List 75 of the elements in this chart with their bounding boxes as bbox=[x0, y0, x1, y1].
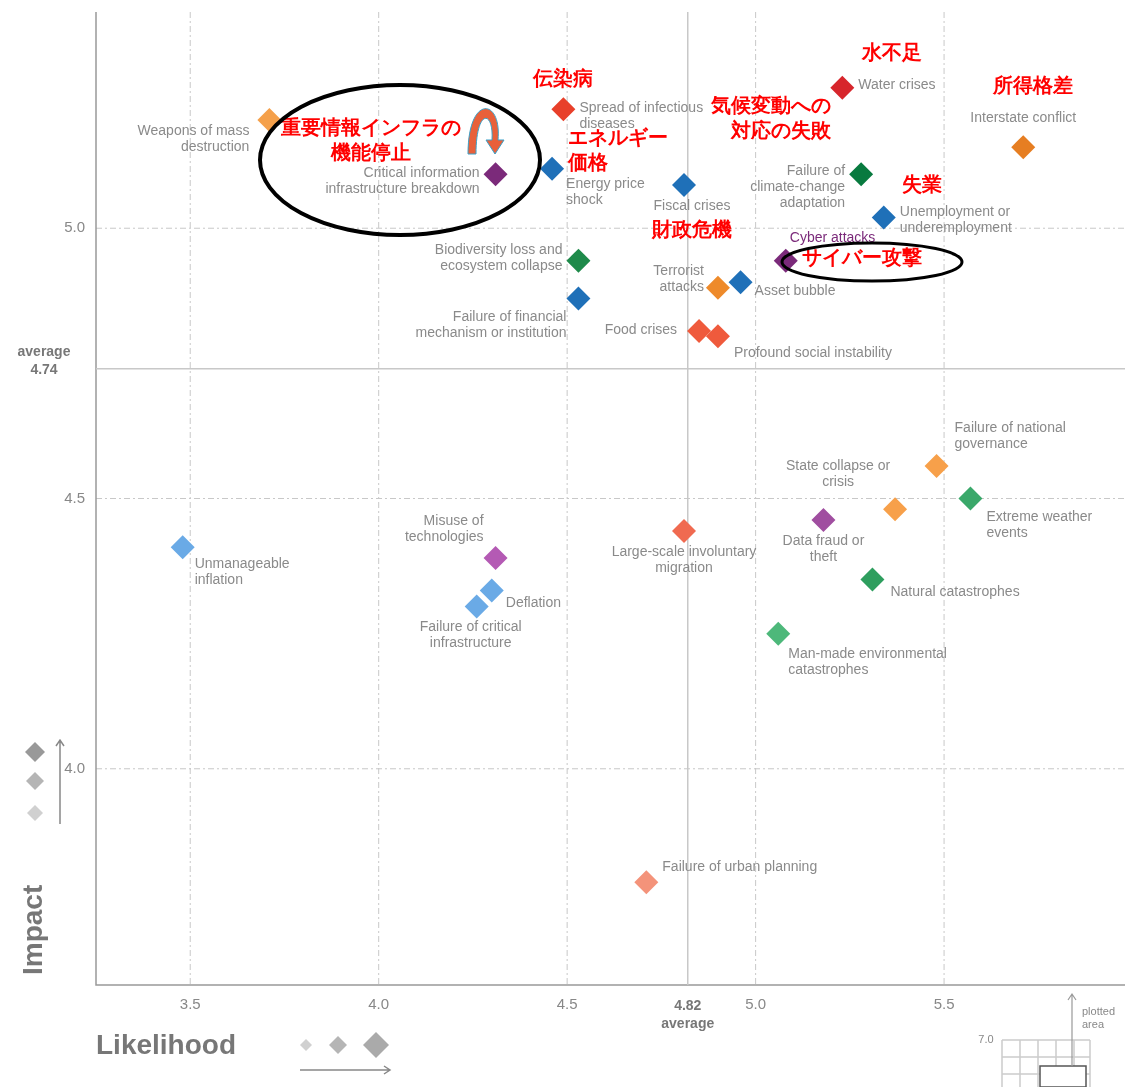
point bbox=[924, 454, 949, 479]
series-label: Man-made environmental catastrophes bbox=[788, 645, 947, 678]
series-label: Failure of climate-change adaptation bbox=[750, 162, 846, 211]
series-label: Asset bubble bbox=[754, 282, 836, 299]
point bbox=[860, 567, 885, 592]
series-label: Failure of urban planning bbox=[662, 858, 818, 875]
series-label: Fiscal crises bbox=[653, 196, 731, 213]
annotation: 水不足 bbox=[861, 39, 923, 64]
annotation: 伝染病 bbox=[532, 65, 594, 90]
y-tick-label: 5.0 bbox=[64, 218, 85, 236]
point bbox=[464, 594, 489, 619]
point bbox=[883, 497, 908, 522]
point bbox=[551, 97, 576, 122]
series-label: Failure of national governance bbox=[954, 418, 1066, 451]
annotation: 財政危機 bbox=[651, 217, 732, 242]
series-label: Failure of financial mechanism or institution bbox=[415, 308, 567, 341]
x-tick-label: 4.0 bbox=[368, 995, 390, 1013]
x-tick-label: 5.0 bbox=[745, 995, 767, 1013]
y-tick-label: 4.0 bbox=[64, 758, 85, 776]
series-label: Deflation bbox=[505, 594, 562, 611]
text: 7.0 bbox=[978, 1032, 994, 1045]
point bbox=[728, 270, 753, 295]
ref-line-label: 4.82 average bbox=[661, 996, 715, 1031]
x-tick-label: 3.5 bbox=[179, 995, 201, 1013]
series-label: Unmanageable inflation bbox=[194, 555, 290, 588]
point bbox=[566, 286, 591, 311]
point bbox=[849, 162, 874, 187]
annotation: 所得格差 bbox=[992, 73, 1074, 98]
series-label: Large-scale involuntary migration bbox=[611, 542, 757, 575]
series-label: Extreme weather events bbox=[986, 508, 1093, 541]
point bbox=[871, 205, 896, 230]
series-label: Natural catastrophes bbox=[890, 583, 1020, 600]
x-tick-label: 5.5 bbox=[933, 995, 955, 1013]
point bbox=[672, 172, 696, 197]
point bbox=[958, 486, 983, 511]
point bbox=[170, 535, 195, 560]
annotation: 重要情報インフラの機能停止 bbox=[279, 115, 461, 165]
series-label: Weapons of mass destruction bbox=[137, 121, 250, 154]
y-axis-title: Impact bbox=[16, 884, 48, 975]
point bbox=[566, 248, 591, 273]
x-axis-title: Likelihood bbox=[96, 1028, 236, 1060]
annotation: サイバー攻撃 bbox=[801, 244, 922, 269]
point bbox=[1011, 135, 1036, 160]
point bbox=[540, 156, 565, 181]
x-tick-label: 4.5 bbox=[556, 995, 578, 1013]
point bbox=[672, 518, 696, 543]
series-label: Terrorist attacks bbox=[653, 261, 705, 294]
point bbox=[483, 545, 508, 570]
ref-line-label: average 4.74 bbox=[17, 342, 71, 377]
series-label: Cyber attacks bbox=[789, 228, 876, 245]
series-label: Water crises bbox=[858, 75, 936, 92]
series-label: Interstate conflict bbox=[970, 109, 1077, 125]
point bbox=[705, 324, 730, 349]
point bbox=[483, 162, 508, 187]
series-label: Failure of critical infrastructure bbox=[419, 618, 522, 651]
series-label: Critical information infrastructure breakdown bbox=[325, 164, 480, 197]
series-label: Misuse of technologies bbox=[404, 511, 484, 544]
series-label: Biodiversity loss and ecosystem collapse bbox=[434, 240, 563, 273]
point bbox=[705, 275, 730, 300]
point bbox=[766, 621, 791, 646]
text: plotted area bbox=[1082, 1004, 1116, 1030]
y-tick-label: 4.5 bbox=[64, 488, 85, 506]
series-label: Data fraud or theft bbox=[782, 531, 865, 564]
point bbox=[687, 318, 712, 343]
point bbox=[479, 578, 504, 603]
point bbox=[811, 508, 836, 533]
annotation: 失業 bbox=[901, 171, 942, 196]
annotation: 気候変動への対応の失敗 bbox=[710, 93, 833, 143]
series-label: Profound social instability bbox=[733, 344, 892, 361]
series-label: Unemployment or underemployment bbox=[899, 203, 1012, 236]
series-label: Food crises bbox=[604, 320, 678, 337]
series-label: State collapse or crisis bbox=[785, 457, 891, 490]
point bbox=[634, 870, 659, 895]
point bbox=[830, 75, 855, 100]
series-label: Energy price shock bbox=[566, 174, 645, 207]
